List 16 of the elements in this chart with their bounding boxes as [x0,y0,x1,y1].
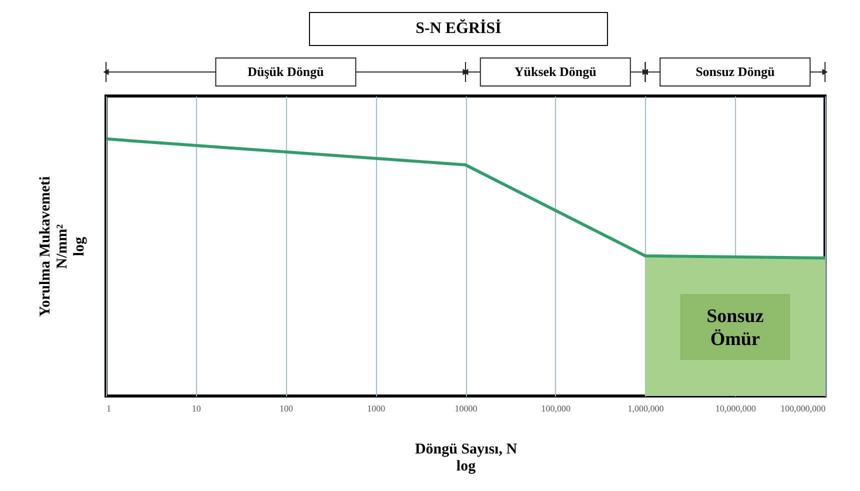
x-tick-label: 1000 [367,404,386,414]
x-tick-label: 100 [280,404,294,414]
x-tick-label: 10000 [454,404,478,414]
y-axis-title: Yorulma Mukavemeti N/mm² log [38,176,88,317]
x-tick-label: 1 [106,404,111,414]
text: Sonsuz Döngü [696,64,775,79]
text: Yüksek Döngü [514,64,596,79]
x-tick-label: 100,000,000 [780,404,826,414]
x-tick-label: 10 [192,404,202,414]
x-tick-label: 1,000,000 [628,404,664,414]
chart-title: S-N EĞRİSİ [309,12,608,46]
x-tick-label: 10,000,000 [715,404,756,414]
annotation: Sonsuz Ömür [706,306,764,350]
text: Düşük Döngü [248,64,324,79]
x-axis-title: Döngü Sayısı, N log [414,442,518,474]
x-tick-label: 100,000 [541,404,571,414]
